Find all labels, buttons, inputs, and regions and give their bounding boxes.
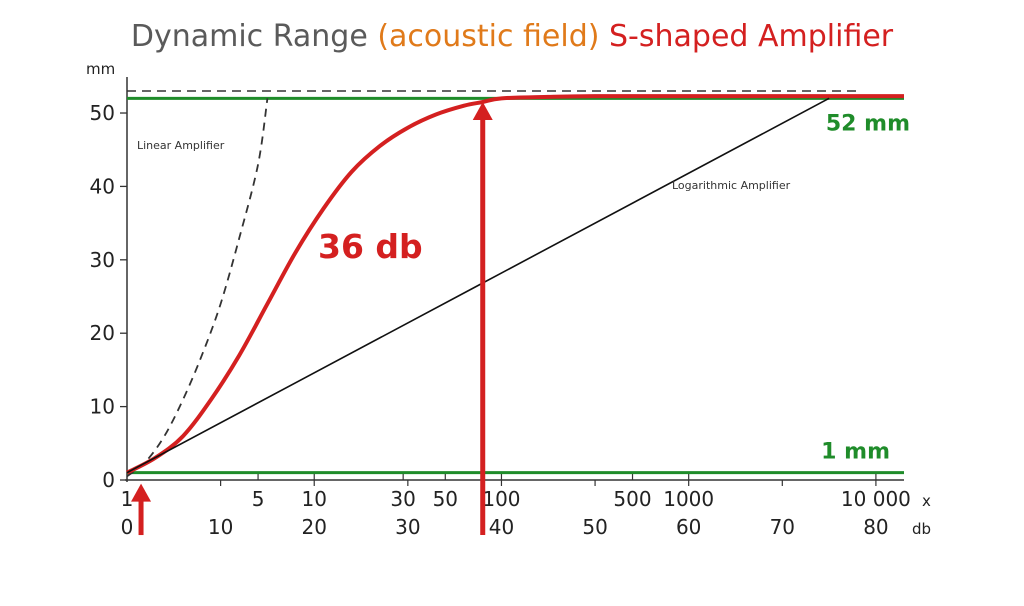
x-factor-label-1: 5 xyxy=(252,487,265,511)
y-axis-label: mm xyxy=(86,60,115,78)
y-tick-label-20: 20 xyxy=(90,321,115,345)
ref-label-min: 1 mm xyxy=(821,440,890,465)
range-label: 36 db xyxy=(318,227,423,266)
series-line-linear xyxy=(126,98,269,478)
x-db-label-3: 30 xyxy=(395,515,420,539)
x-factor-label-6: 500 xyxy=(613,487,651,511)
x-db-label-4: 40 xyxy=(489,515,514,539)
x-factor-label-5: 100 xyxy=(482,487,520,511)
x-db-label-2: 20 xyxy=(302,515,327,539)
arrow-head-1 xyxy=(472,102,493,121)
chart-title-part-0: Dynamic Range xyxy=(131,19,377,54)
x-factor-label-4: 50 xyxy=(433,487,458,511)
y-tick-label-40: 40 xyxy=(90,174,115,198)
x-factor-label-2: 10 xyxy=(302,487,327,511)
arrow-head-0 xyxy=(131,483,152,502)
ref-label-max: 52 mm xyxy=(826,111,910,136)
x-factor-label-8: 10 000 xyxy=(841,487,911,511)
x-factor-label-7: 1000 xyxy=(663,487,714,511)
y-tick-label-30: 30 xyxy=(90,248,115,272)
chart-title: Dynamic Range (acoustic field) S-shaped … xyxy=(131,19,894,54)
x-factor-unit: x xyxy=(922,492,931,510)
logarithmic-amplifier-label: Logarithmic Amplifier xyxy=(672,179,791,192)
y-tick-label-10: 10 xyxy=(90,395,115,419)
x-db-label-5: 50 xyxy=(582,515,607,539)
y-tick-label-50: 50 xyxy=(90,101,115,125)
series-line-s_shaped xyxy=(126,94,904,475)
linear-amplifier-label: Linear Amplifier xyxy=(137,139,225,152)
x-db-label-0: 0 xyxy=(121,515,134,539)
x-db-unit: db xyxy=(912,520,931,538)
chart-title-part-1: (acoustic field) xyxy=(377,19,609,54)
y-tick-label-0: 0 xyxy=(102,468,115,492)
x-factor-label-0: 1 xyxy=(121,487,134,511)
chart-title-part-2: S-shaped Amplifier xyxy=(609,19,894,54)
x-factor-label-3: 30 xyxy=(390,487,415,511)
series-line-logarithmic xyxy=(126,97,830,474)
x-db-label-6: 60 xyxy=(676,515,701,539)
x-db-label-8: 80 xyxy=(863,515,888,539)
x-db-label-7: 70 xyxy=(770,515,795,539)
x-db-label-1: 10 xyxy=(208,515,233,539)
